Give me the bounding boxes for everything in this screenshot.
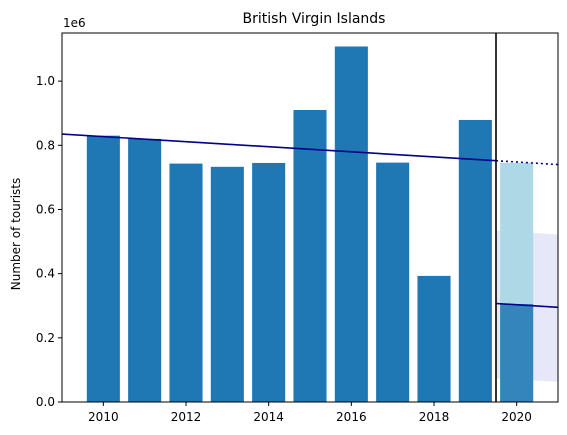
plot-frame — [61, 32, 559, 403]
x-tick-label-2020: 2020 — [501, 410, 532, 424]
y-tick-label-1: 0.2 — [36, 331, 55, 345]
x-tick-label-2010: 2010 — [88, 410, 119, 424]
bar-2014 — [252, 162, 286, 402]
bar-2020-s2 — [500, 304, 534, 402]
y-tick-label-5: 1.0 — [36, 74, 55, 88]
y-tick-label-3: 0.6 — [36, 202, 55, 216]
y-tick-label-4: 0.8 — [36, 138, 55, 152]
bar-2011 — [128, 138, 162, 402]
x-tick-label-2014: 2014 — [253, 410, 284, 424]
bar-2017 — [376, 162, 410, 402]
trend-line-after — [495, 302, 559, 309]
bar-2016 — [334, 46, 368, 402]
bar-2015 — [293, 110, 327, 402]
y-axis-label: Number of tourists — [9, 178, 23, 291]
bar-2010 — [86, 135, 120, 402]
x-tick-label-2018: 2018 — [419, 410, 450, 424]
bar-2019 — [458, 119, 492, 402]
x-tick-label-2016: 2016 — [336, 410, 367, 424]
y-tick-label-0: 0.0 — [36, 395, 55, 409]
bar-2018 — [417, 275, 451, 402]
bar-2012 — [169, 163, 203, 402]
bars-layer — [86, 46, 534, 402]
y-axis-offset-label: 1e6 — [63, 16, 86, 30]
trend-line-before — [61, 133, 497, 162]
chart-title: British Virgin Islands — [243, 11, 386, 27]
x-axis-ticks: 2010 2012 2014 2016 2018 2020 — [88, 402, 532, 424]
x-tick-label-2012: 2012 — [171, 410, 202, 424]
y-axis-ticks: 0.0 0.2 0.4 0.6 0.8 1.0 — [36, 74, 62, 409]
lines-layer — [61, 33, 559, 402]
y-tick-label-2: 0.4 — [36, 267, 55, 281]
bar-2013 — [210, 166, 244, 402]
trend-line-projection — [495, 159, 559, 166]
